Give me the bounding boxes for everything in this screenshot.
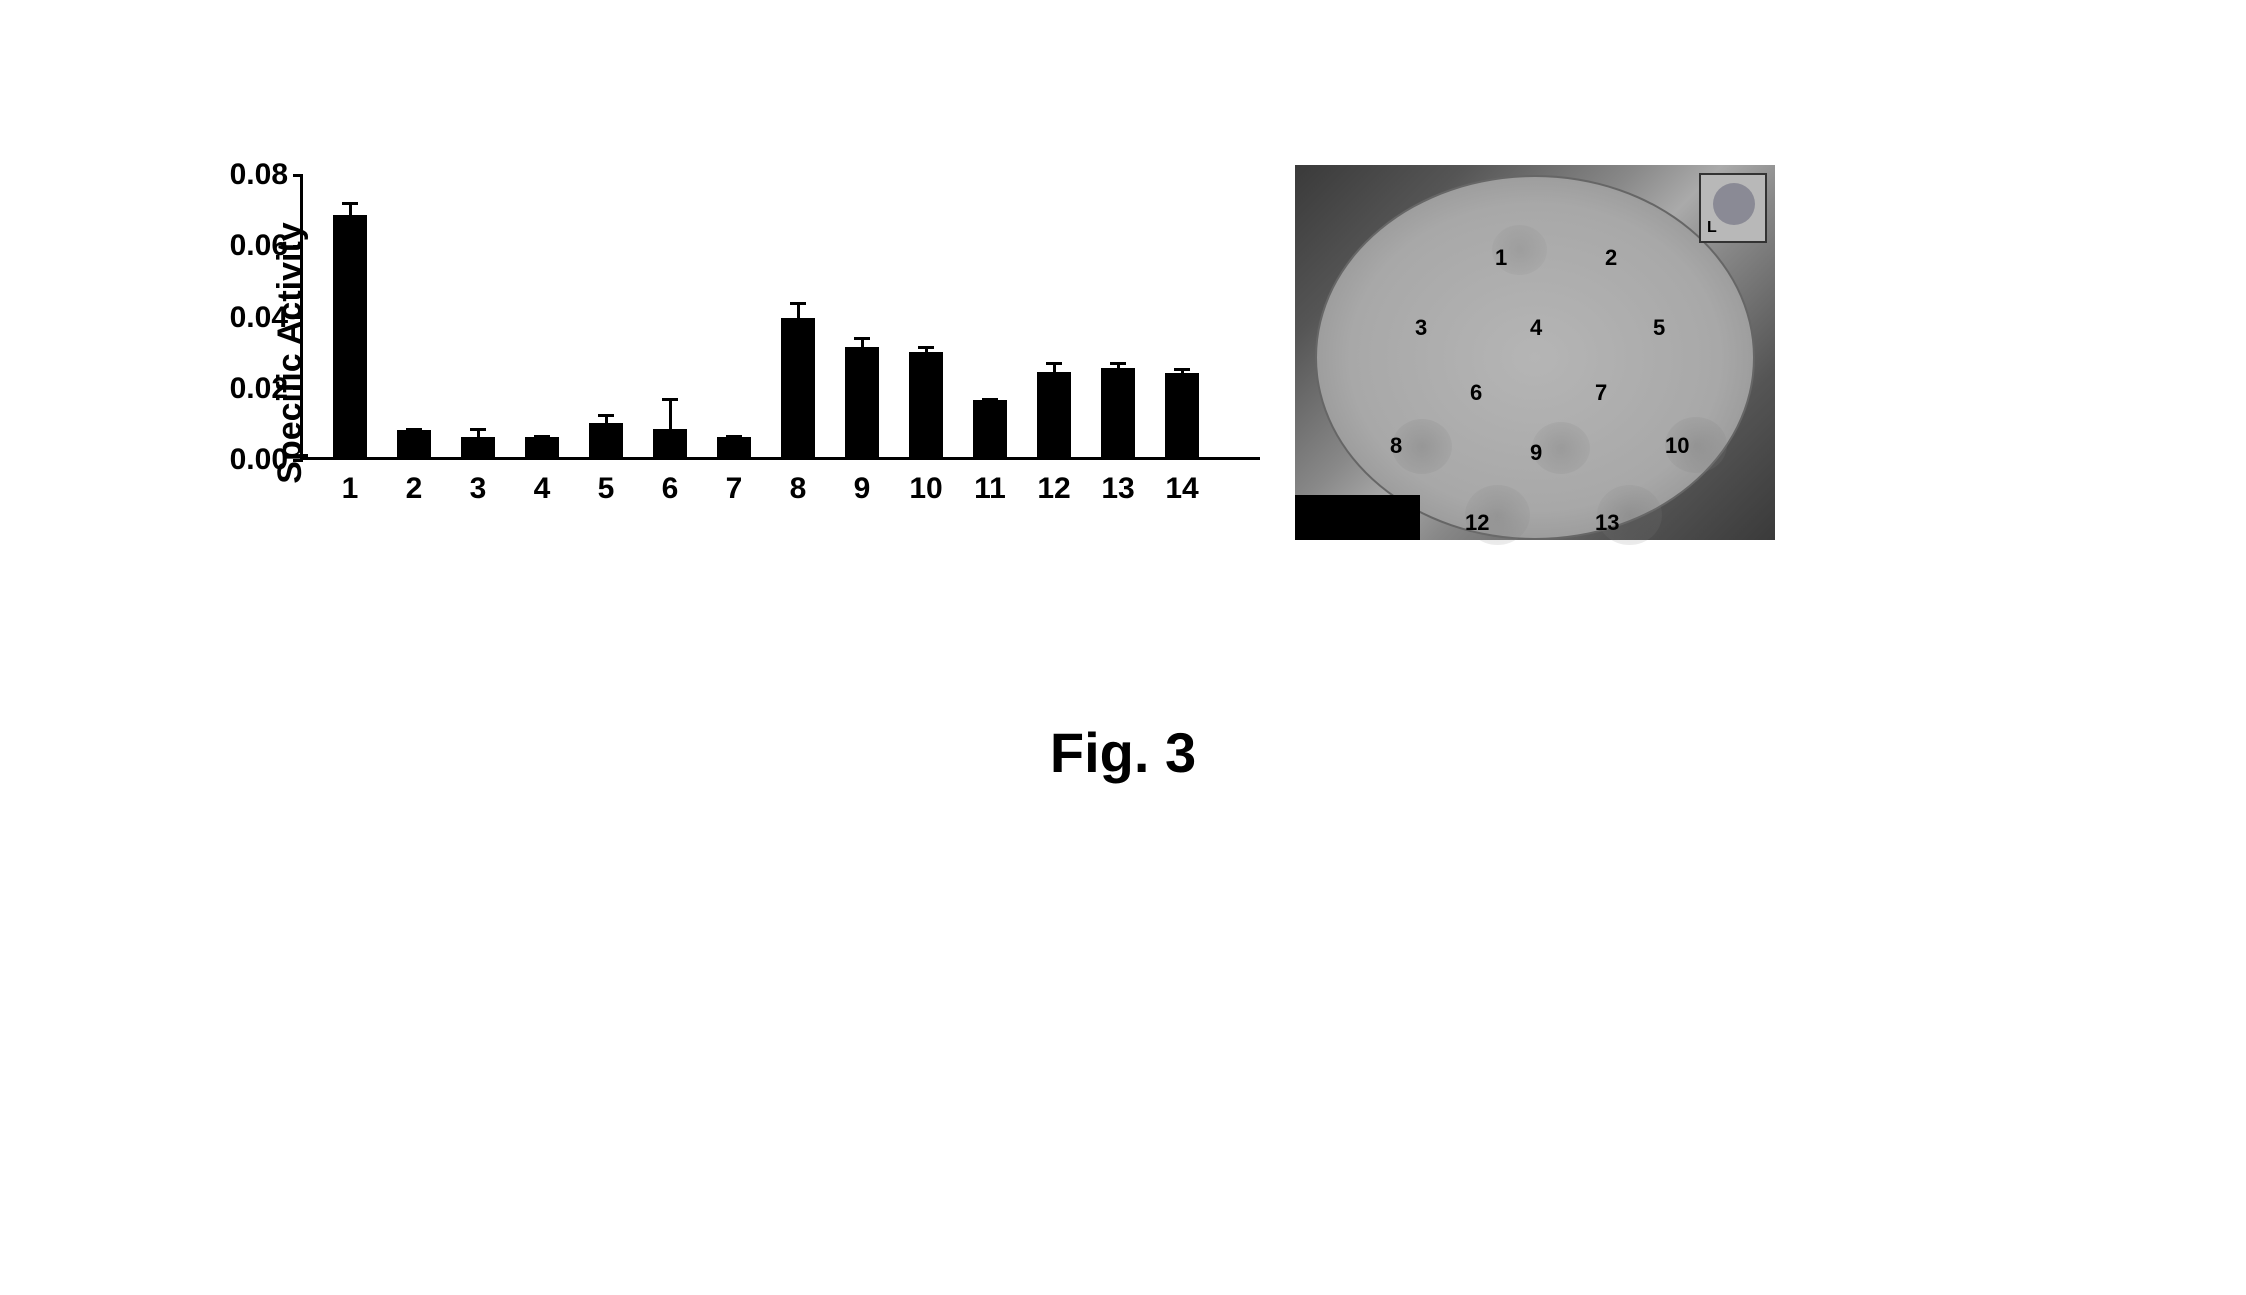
bar-chart: Specific Activity 0.000.020.040.060.0812… <box>185 165 1280 540</box>
error-bar <box>605 415 608 426</box>
error-cap <box>470 428 486 431</box>
error-cap <box>854 337 870 340</box>
x-tick-label: 6 <box>662 472 679 506</box>
y-tick <box>293 387 303 390</box>
dish-number-label: 13 <box>1595 510 1619 536</box>
bar <box>781 318 815 457</box>
error-bar <box>477 430 480 441</box>
bar <box>397 430 431 457</box>
x-tick-label: 10 <box>909 472 942 506</box>
dish-number-label: 3 <box>1415 315 1427 341</box>
x-tick-label: 9 <box>854 472 871 506</box>
petri-dish <box>1315 175 1755 540</box>
dish-number-label: 5 <box>1653 315 1665 341</box>
dish-number-label: 10 <box>1665 433 1689 459</box>
x-tick-label: 7 <box>726 472 743 506</box>
error-cap <box>406 428 422 431</box>
y-tick-label: 0.02 <box>230 372 288 406</box>
x-tick-label: 2 <box>406 472 423 506</box>
scale-bar <box>1295 495 1420 540</box>
bar <box>333 215 367 457</box>
inset-circle <box>1713 183 1755 225</box>
error-cap <box>918 346 934 349</box>
error-bar <box>669 399 672 431</box>
x-tick-label: 8 <box>790 472 807 506</box>
error-cap <box>662 398 678 401</box>
x-tick-label: 1 <box>342 472 359 506</box>
inset-label: L <box>1707 219 1717 237</box>
bar <box>909 352 943 457</box>
error-cap <box>1174 368 1190 371</box>
bar <box>845 347 879 457</box>
x-tick-label: 11 <box>974 472 1006 506</box>
error-cap <box>598 414 614 417</box>
y-tick <box>293 459 303 462</box>
error-bar <box>1053 364 1056 375</box>
bar <box>1037 372 1071 458</box>
dish-number-label: 8 <box>1390 433 1402 459</box>
error-cap <box>1046 362 1062 365</box>
dish-number-label: 1 <box>1495 245 1507 271</box>
inset-box: L <box>1699 173 1767 243</box>
bar <box>589 423 623 457</box>
bar <box>1101 368 1135 457</box>
bar <box>973 400 1007 457</box>
y-tick <box>293 316 303 319</box>
dish-number-label: 12 <box>1465 510 1489 536</box>
bar <box>653 429 687 458</box>
x-tick-label: 4 <box>534 472 551 506</box>
error-bar <box>349 204 352 218</box>
error-cap <box>982 398 998 401</box>
y-tick <box>293 174 303 177</box>
dish-number-label: 9 <box>1530 440 1542 466</box>
chart-plot-area: 0.000.020.040.060.081234567891011121314 <box>300 175 1260 460</box>
y-tick-label: 0.00 <box>230 443 288 477</box>
x-tick-label: 3 <box>470 472 487 506</box>
y-tick <box>293 245 303 248</box>
dish-number-label: 7 <box>1595 380 1607 406</box>
y-tick-label: 0.08 <box>230 158 288 192</box>
error-cap <box>726 435 742 438</box>
x-tick-label: 13 <box>1101 472 1134 506</box>
petri-dish-photo: L 123456789101213 <box>1295 165 1775 540</box>
dish-number-label: 6 <box>1470 380 1482 406</box>
y-tick-label: 0.06 <box>230 229 288 263</box>
error-cap <box>790 302 806 305</box>
error-cap <box>534 435 550 438</box>
figure-caption: Fig. 3 <box>1050 720 1196 785</box>
y-tick-label: 0.04 <box>230 301 288 335</box>
error-bar <box>861 339 864 350</box>
error-cap <box>1110 362 1126 365</box>
error-bar <box>797 303 800 321</box>
figure-container: Specific Activity 0.000.020.040.060.0812… <box>185 165 2060 540</box>
x-tick-label: 12 <box>1037 472 1070 506</box>
dish-number-label: 2 <box>1605 245 1617 271</box>
dish-number-label: 4 <box>1530 315 1542 341</box>
bar <box>1165 373 1199 457</box>
error-cap <box>342 202 358 205</box>
x-tick-label: 5 <box>598 472 615 506</box>
x-tick-label: 14 <box>1165 472 1198 506</box>
